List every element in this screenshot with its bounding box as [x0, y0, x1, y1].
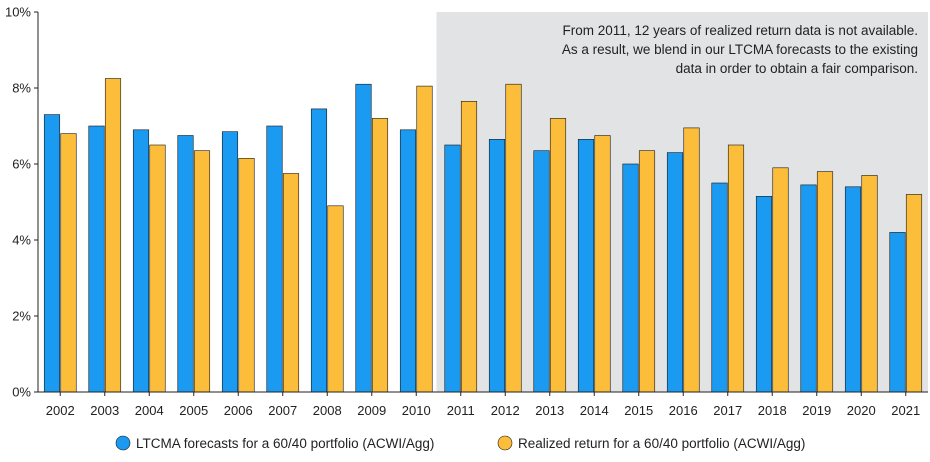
annotation-note: From 2011, 12 years of realized return d… — [562, 23, 918, 76]
bar-realized-2011 — [460, 101, 478, 393]
bar-ltcma-2018 — [755, 196, 773, 393]
legend-swatch — [115, 435, 131, 451]
bar-ltcma-2021 — [889, 232, 906, 393]
x-tick-label: 2010 — [402, 403, 431, 418]
bar-realized-2015 — [638, 150, 656, 393]
bar-ltcma-2010 — [399, 129, 417, 393]
x-tick-label: 2007 — [268, 403, 297, 418]
legend-swatch — [497, 435, 513, 451]
bars-layer — [43, 78, 923, 393]
x-tick-label: 2009 — [357, 403, 386, 418]
bar-realized-2010 — [416, 85, 433, 393]
bar-ltcma-2007 — [266, 125, 283, 393]
x-tick-label: 2021 — [891, 403, 920, 418]
y-tick-label: 8% — [12, 81, 31, 96]
bar-ltcma-2020 — [844, 186, 862, 393]
x-tick-label: 2015 — [624, 403, 653, 418]
axes-layer: 0% 2% 4% 6% 8% 10% 2002 2003 2004 2005 2006 2007 200… — [5, 5, 928, 418]
y-tick-label: 2% — [12, 309, 31, 324]
bar-realized-2021 — [905, 194, 923, 393]
bar-ltcma-2014 — [577, 139, 595, 393]
x-tick-label: 2017 — [713, 403, 742, 418]
bar-ltcma-2011 — [444, 144, 461, 393]
bar-realized-2014 — [594, 135, 611, 393]
bar-ltcma-2016 — [666, 152, 684, 393]
x-tick-label: 2002 — [46, 403, 75, 418]
bar-realized-2007 — [282, 173, 300, 393]
bar-realized-2008 — [327, 205, 344, 393]
x-tick-label: 2019 — [802, 403, 831, 418]
x-tick-label: 2020 — [847, 403, 876, 418]
x-tick-label: 2006 — [224, 403, 253, 418]
bar-realized-2019 — [816, 171, 834, 393]
bar-ltcma-2005 — [177, 135, 194, 393]
bar-ltcma-2004 — [132, 129, 150, 393]
annotation-line: data in order to obtain a fair compariso… — [676, 61, 918, 76]
x-tick-label: 2012 — [491, 403, 520, 418]
bar-realized-2017 — [727, 144, 745, 393]
bar-ltcma-2003 — [88, 125, 105, 393]
bar-realized-2020 — [861, 175, 878, 393]
bar-ltcma-2017 — [711, 182, 728, 393]
bar-realized-2006 — [238, 158, 255, 393]
x-tick-label: 2011 — [447, 403, 475, 418]
y-tick-label: 4% — [12, 233, 31, 248]
x-tick-label: 2003 — [90, 403, 119, 418]
y-tick-label: 0% — [12, 385, 31, 400]
legend-label: LTCMA forecasts for a 60/40 portfolio (A… — [136, 436, 434, 451]
x-tick-label: 2004 — [135, 403, 164, 418]
bar-realized-2004 — [149, 144, 166, 393]
bar-ltcma-2019 — [800, 184, 817, 393]
bar-ltcma-2006 — [221, 131, 239, 393]
bar-realized-2009 — [371, 118, 389, 393]
bar-ltcma-2008 — [310, 108, 328, 393]
x-tick-label: 2013 — [535, 403, 564, 418]
bar-ltcma-2015 — [622, 163, 639, 393]
x-tick-label: 2005 — [179, 403, 208, 418]
annotation-line: From 2011, 12 years of realized return d… — [563, 23, 918, 38]
bar-realized-2005 — [193, 150, 211, 393]
bar-ltcma-2012 — [488, 139, 506, 393]
bar-ltcma-2002 — [43, 114, 61, 393]
bar-realized-2018 — [772, 167, 789, 393]
legend: LTCMA forecasts for a 60/40 portfolio (A… — [115, 435, 805, 451]
x-tick-label: 2018 — [758, 403, 787, 418]
bar-realized-2012 — [505, 83, 522, 393]
bar-realized-2013 — [549, 118, 567, 393]
x-tick-label: 2016 — [669, 403, 698, 418]
bar-ltcma-2013 — [533, 150, 550, 393]
y-tick-label: 10% — [5, 5, 31, 20]
legend-label: Realized return for a 60/40 portfolio (A… — [518, 436, 805, 451]
y-tick-label: 6% — [12, 157, 31, 172]
x-tick-label: 2014 — [580, 403, 609, 418]
bar-realized-2016 — [683, 127, 700, 393]
bar-realized-2002 — [60, 133, 77, 393]
bar-realized-2003 — [104, 78, 122, 393]
x-tick-label: 2008 — [313, 403, 342, 418]
bar-ltcma-2009 — [355, 83, 372, 393]
annotation-line: As a result, we blend in our LTCMA forec… — [562, 42, 918, 57]
